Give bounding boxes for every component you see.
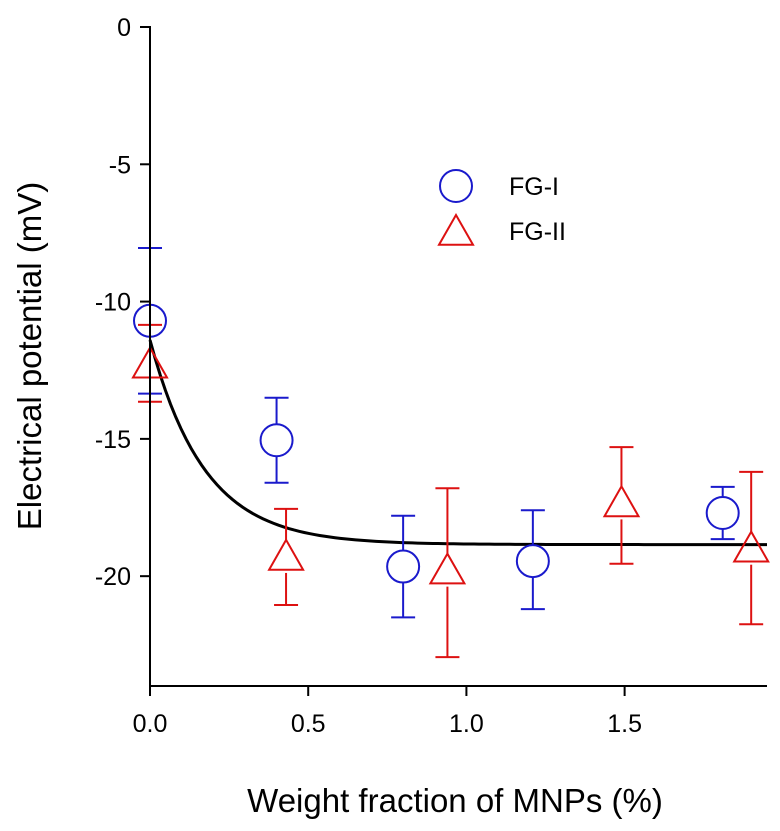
legend-item-fg-ii: FG-II: [437, 212, 566, 246]
legend-item-fg-i: FG-I: [439, 169, 559, 203]
data-point: [705, 496, 740, 531]
data-point: [259, 423, 294, 458]
plot-area: [131, 247, 770, 659]
series-fg-ii: [131, 323, 770, 659]
x-tick-label: 1.5: [607, 710, 642, 738]
x-tick-label: 0.5: [291, 710, 326, 738]
series-fg-i: [133, 247, 740, 619]
legend-marker: [437, 212, 475, 246]
legend-label: FG-I: [509, 173, 559, 201]
legend: FG-I FG-II: [437, 169, 566, 246]
x-tick-label: 0.0: [133, 710, 168, 738]
y-tick-label: -5: [109, 151, 131, 179]
data-point: [386, 549, 421, 584]
legend-label: FG-II: [509, 218, 566, 246]
x-tick-label: 1.0: [449, 710, 484, 738]
x-axis-label: Weight fraction of MNPs (%): [247, 782, 663, 819]
data-point: [428, 551, 467, 585]
data-point: [267, 537, 305, 571]
fit-curve: [148, 339, 767, 547]
y-axis-label: Electrical potential (mV): [11, 182, 48, 530]
legend-marker: [439, 169, 473, 203]
y-tick-label: 0: [117, 14, 131, 42]
y-tick-label: -15: [95, 426, 131, 454]
data-point: [732, 529, 770, 563]
data-point: [602, 484, 641, 518]
y-tick-label: -20: [95, 563, 131, 591]
data-point: [515, 544, 550, 579]
axes: [140, 26, 767, 696]
y-tick-labels: 0 -5 -10 -15 -20: [95, 14, 131, 591]
x-tick-labels: 0.0 0.5 1.0 1.5: [133, 710, 642, 738]
y-tick-label: -10: [95, 289, 131, 317]
